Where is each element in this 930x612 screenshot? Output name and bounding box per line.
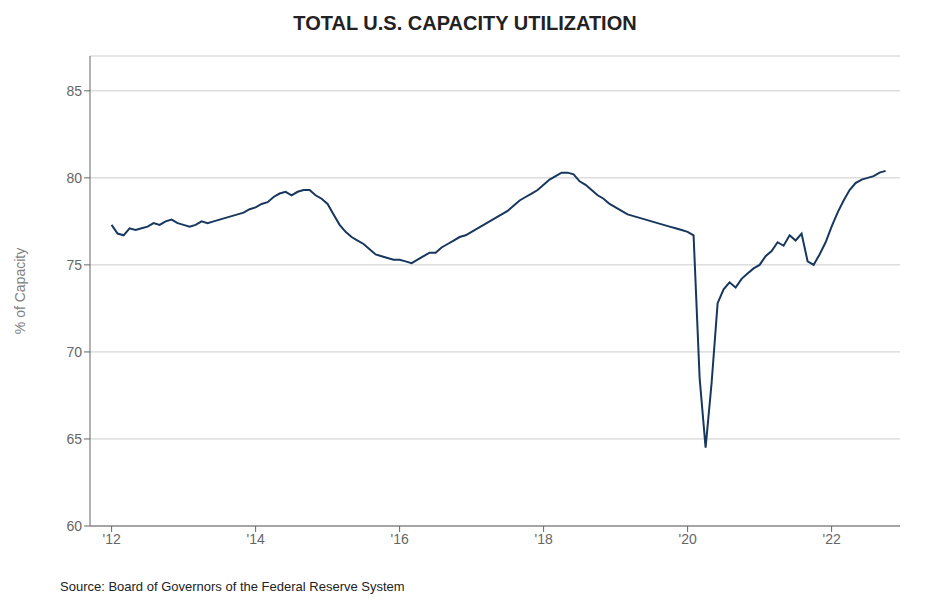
html-text:TOTAL U.S. CAPACITY UTILIZATIO: TOTAL U.S. CAPACITY UTILIZATION — [293, 12, 637, 34]
svg-text:80: 80 — [66, 170, 82, 186]
svg-text:65: 65 — [66, 431, 82, 447]
svg-text:85: 85 — [66, 83, 82, 99]
svg-text:'14: '14 — [246, 531, 264, 547]
svg-text:60: 60 — [66, 518, 82, 534]
svg-text:70: 70 — [66, 344, 82, 360]
svg-text:'18: '18 — [534, 531, 552, 547]
svg-text:% of Capacity: % of Capacity — [12, 248, 28, 334]
svg-text:75: 75 — [66, 257, 82, 273]
svg-text:'20: '20 — [678, 531, 696, 547]
svg-text:'22: '22 — [822, 531, 840, 547]
html-text:Source: Board of Governors of: Source: Board of Governors of the Federa… — [60, 579, 405, 594]
svg-text:'16: '16 — [390, 531, 408, 547]
svg-text:'12: '12 — [102, 531, 120, 547]
